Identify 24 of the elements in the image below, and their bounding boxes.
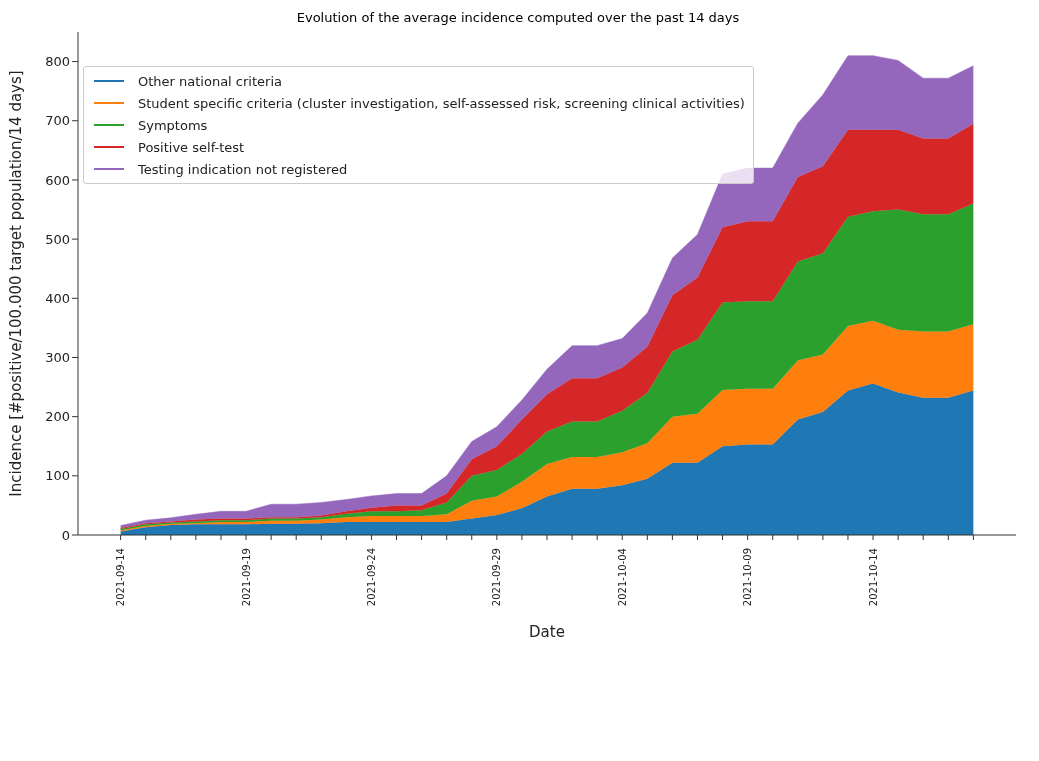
y-tick-label: 600	[45, 172, 70, 188]
legend-label: Symptoms	[138, 117, 208, 133]
y-axis-title: Incidence [#positive/100.000 target population/14 days]	[7, 70, 26, 497]
y-tick-label: 400	[45, 290, 70, 306]
y-tick-label: 700	[45, 113, 70, 129]
legend-label: Other national criteria	[138, 73, 282, 89]
legend-label: Positive self-test	[138, 139, 245, 155]
y-tick-label: 0	[61, 527, 70, 543]
x-tick-label: 2021-09-29	[491, 548, 503, 607]
x-tick-label: 2021-10-09	[742, 548, 754, 607]
x-tick-label: 2021-09-19	[240, 548, 252, 607]
y-tick-label: 100	[45, 468, 70, 484]
x-tick-label: 2021-09-14	[115, 548, 127, 607]
y-tick-label: 800	[45, 54, 70, 70]
legend-label: Student specific criteria (cluster investigation, self-assessed risk, screening clinical activities)	[138, 95, 745, 111]
y-tick-label: 200	[45, 409, 70, 425]
x-tick-label: 2021-10-04	[616, 548, 628, 607]
chart-title: Evolution of the average incidence computed over the past 14 days	[295, 9, 741, 27]
y-tick-label: 500	[45, 231, 70, 247]
x-tick-label: 2021-10-14	[867, 548, 879, 607]
legend-label: Testing indication not registered	[138, 161, 348, 177]
y-tick-label: 300	[45, 350, 70, 366]
x-tick-label: 2021-09-24	[365, 548, 377, 607]
x-axis-title: Date	[529, 623, 565, 641]
